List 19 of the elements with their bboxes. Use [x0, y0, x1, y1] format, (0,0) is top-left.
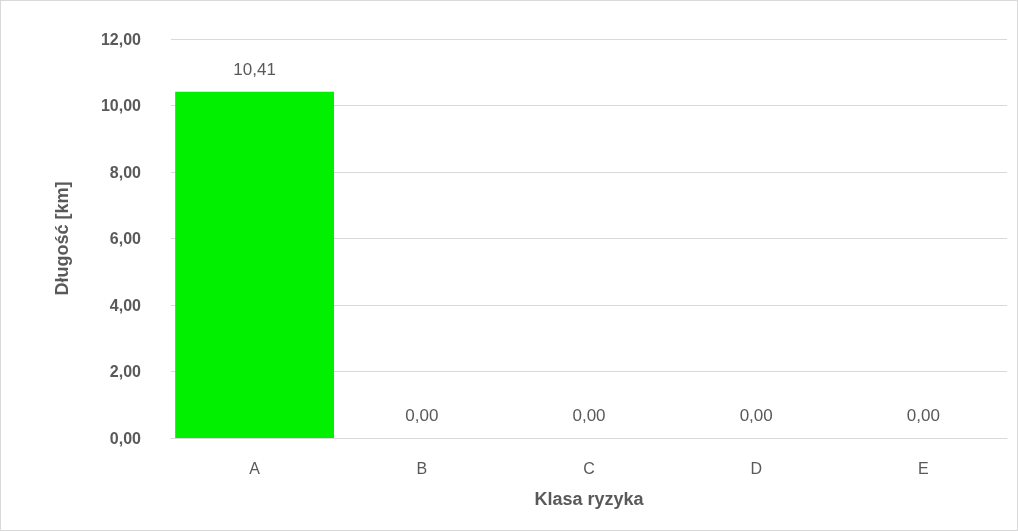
y-tick-label: 12,00	[100, 30, 142, 48]
y-tick-label: 6,00	[109, 230, 142, 247]
data-label: 10,41	[233, 59, 276, 79]
data-label: 0,00	[572, 406, 606, 425]
data-label: 0,00	[906, 406, 940, 425]
x-tick-label: B	[416, 459, 428, 477]
y-tick-label: 8,00	[109, 163, 142, 181]
x-tick-label: A	[249, 459, 261, 477]
y-tick-label: 2,00	[109, 363, 142, 380]
y-tick-label: 0,00	[109, 429, 142, 447]
x-tick-label: C	[583, 459, 595, 477]
x-tick-label: E	[918, 459, 929, 477]
y-tick-label: 10,00	[100, 97, 142, 114]
y-tick-label: 4,00	[109, 296, 142, 314]
x-tick-label: D	[750, 459, 762, 477]
data-label: 0,00	[405, 406, 439, 425]
data-label: 0,00	[739, 406, 773, 425]
y-axis-title: Długość [km]	[52, 181, 72, 296]
x-axis-title: Klasa ryzyka	[534, 489, 645, 509]
